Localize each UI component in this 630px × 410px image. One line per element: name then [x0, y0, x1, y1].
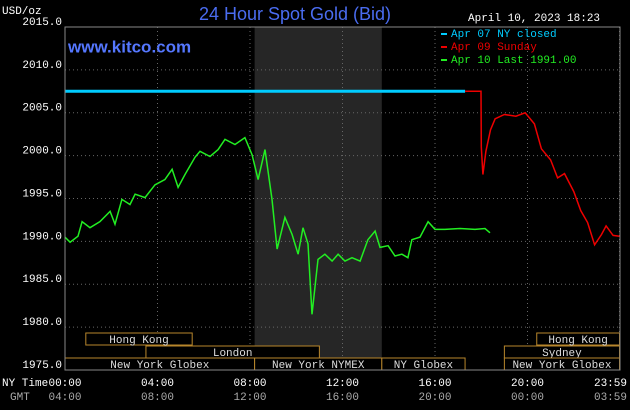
x2-tick-label: 03:59 — [594, 392, 627, 404]
x-tick-label: 12:00 — [326, 378, 359, 390]
x-axis-label: NY Time — [2, 378, 48, 390]
session-label: New York Globex — [110, 360, 209, 372]
x2-tick-label: 16:00 — [326, 392, 359, 404]
plot-frame — [64, 26, 621, 371]
y-axis-label: USD/oz — [2, 6, 42, 18]
session-label: Hong Kong — [548, 335, 607, 347]
series-line — [64, 136, 491, 315]
session-label: NY Globex — [394, 360, 454, 372]
x-tick-label: 23:59 — [594, 378, 627, 390]
watermark: www.kitco.com — [67, 37, 191, 56]
session-label: New York Globex — [512, 360, 611, 372]
y-tick-label: 1995.0 — [22, 188, 62, 200]
x2-tick-label: 00:00 — [511, 392, 544, 404]
y-tick-label: 2005.0 — [22, 103, 62, 115]
y-tick-label: 2015.0 — [22, 17, 62, 29]
y-tick-label: 2000.0 — [22, 146, 62, 158]
x-tick-label: 20:00 — [511, 378, 544, 390]
legend-label: Apr 09 Sunday — [451, 42, 537, 54]
session-label: London — [213, 348, 253, 360]
legend-label: Apr 10 Last 1991.00 — [451, 55, 576, 67]
x-tick-label: 00:00 — [48, 378, 81, 390]
session-label: Sydney — [542, 348, 582, 360]
y-tick-label: 2010.0 — [22, 60, 62, 72]
y-tick-label: 1985.0 — [22, 274, 62, 286]
y-tick-label: 1990.0 — [22, 231, 62, 243]
x-tick-label: 04:00 — [141, 378, 174, 390]
session-bar — [85, 332, 193, 346]
x2-tick-label: 04:00 — [48, 392, 81, 404]
y-tick-label: 1975.0 — [22, 360, 62, 372]
session-shade — [254, 27, 382, 370]
session-label: New York NYMEX — [272, 360, 365, 372]
legend-label: Apr 07 NY closed — [451, 29, 557, 41]
session-label: Hong Kong — [109, 335, 168, 347]
x2-tick-label: 08:00 — [141, 392, 174, 404]
x2-tick-label: 12:00 — [233, 392, 266, 404]
series-line — [465, 90, 620, 247]
x2-tick-label: 20:00 — [418, 392, 451, 404]
x-tick-label: 16:00 — [418, 378, 451, 390]
x2-axis-label: GMT — [10, 392, 30, 404]
chart-title: 24 Hour Spot Gold (Bid) — [199, 4, 391, 24]
y-tick-label: 1980.0 — [22, 317, 62, 329]
date: April 10, 2023 18:23 — [468, 13, 600, 25]
x-tick-label: 08:00 — [233, 378, 266, 390]
